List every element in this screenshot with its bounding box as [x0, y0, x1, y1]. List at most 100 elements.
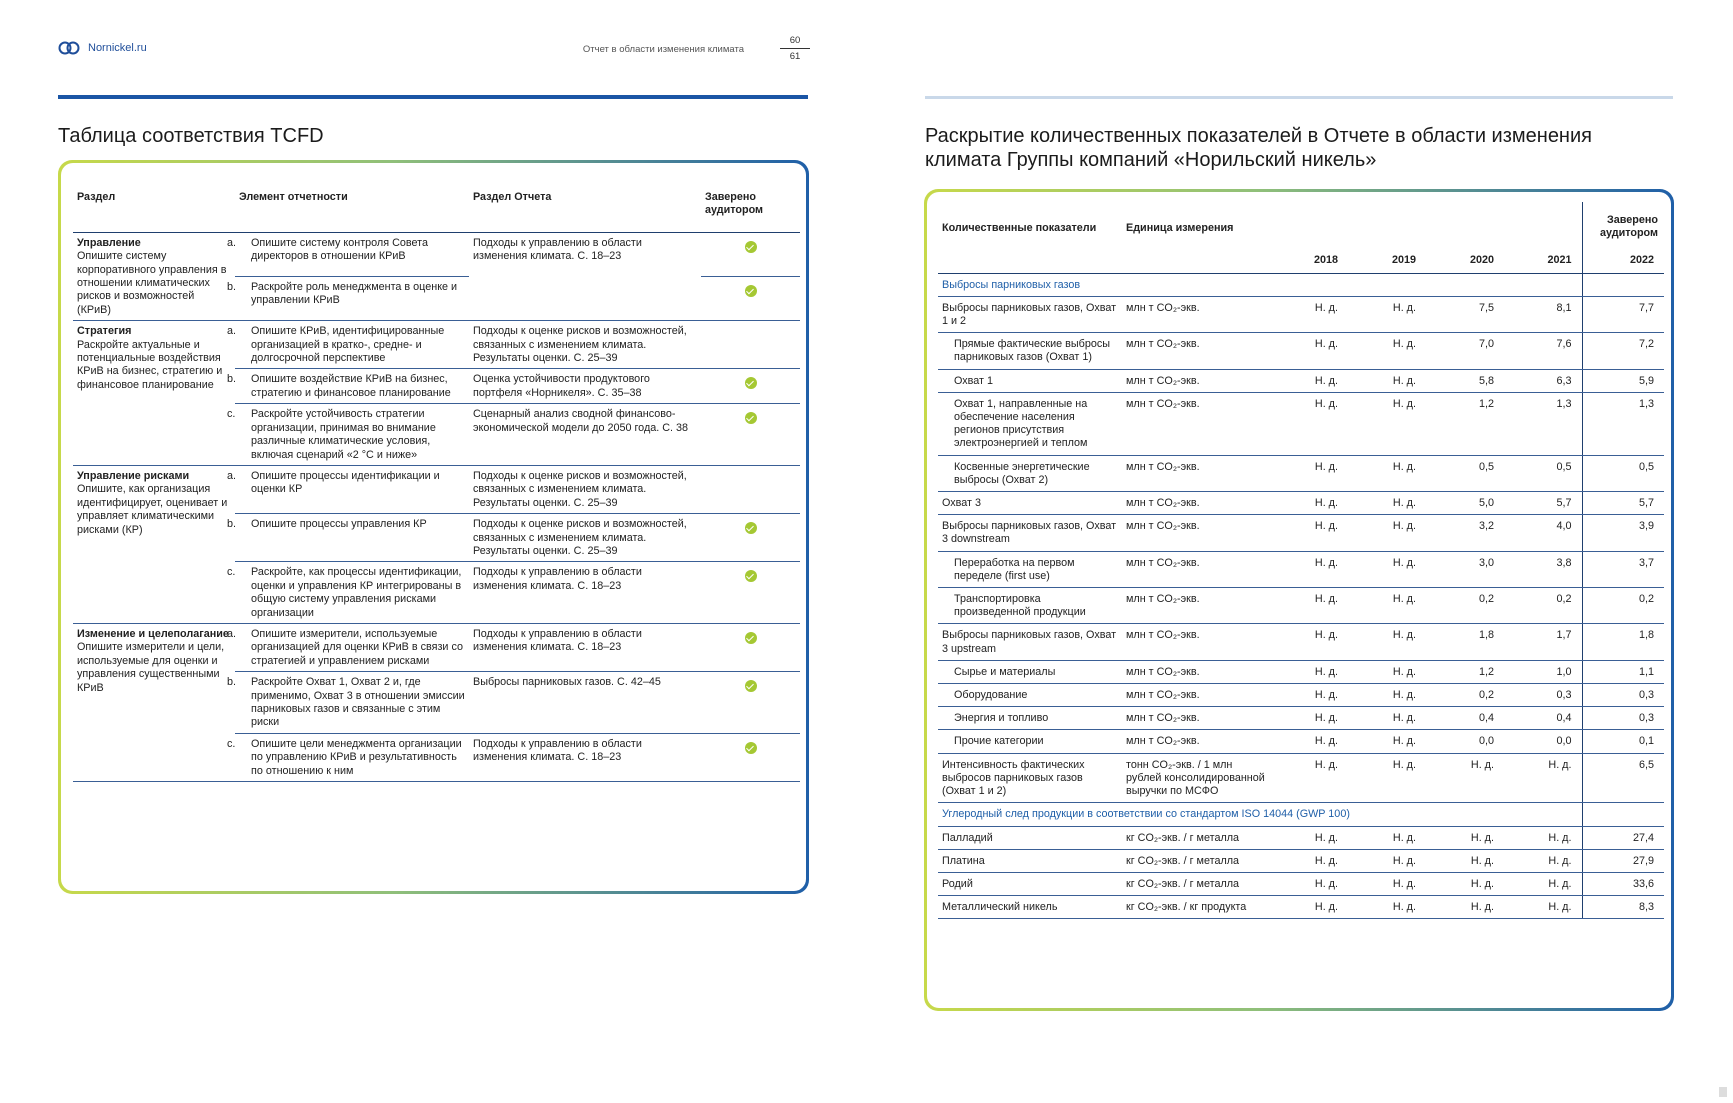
tcfd-row: c. Раскройте, как процессы идентификации,…: [73, 561, 800, 624]
indicator-unit: млн т CO₂-экв.: [1122, 683, 1270, 708]
value-cell: 4,0: [1504, 514, 1582, 552]
indicator-label: Переработка на первом переделе (first us…: [938, 551, 1122, 589]
page-left: 60: [789, 35, 801, 46]
element-letter: a.: [227, 325, 237, 338]
value-cell: 0,0: [1426, 729, 1504, 754]
element-text-wrap: a. Опишите измерители, используемые орган…: [227, 627, 465, 668]
value-cell: Н. д.: [1270, 587, 1348, 625]
element-text-wrap: b. Раскройте роль менеджмента в оценке и …: [227, 281, 465, 308]
report-cell: Подходы к оценке рисков и возможностей, …: [469, 320, 701, 370]
audited-cell: [701, 733, 800, 783]
tcfd-body: Управление Опишите систему корпоративного…: [73, 232, 800, 783]
value-cell: Н. д.: [1348, 587, 1426, 625]
value-cell: 0,2: [1504, 587, 1582, 625]
quant-row: Прямые фактические выбросы парниковых га…: [938, 332, 1664, 370]
value-cell: 0,5: [1426, 455, 1504, 493]
check-icon: [744, 570, 757, 583]
section-name: Управление: [77, 236, 141, 249]
indicator-label: Охват 1, направленные на обеспечение нас…: [938, 392, 1122, 456]
value-cell: Н. д.: [1426, 753, 1504, 804]
indicator-unit: млн т CO₂-экв.: [1122, 455, 1270, 493]
quant-row: Родий кг CO₂-экв. / г металла Н. д. Н. д. Н.…: [938, 872, 1664, 897]
quant-table: Количественные показатели Единица измере…: [938, 202, 1664, 920]
element-text: Опишите процессы идентификации и оценки …: [251, 469, 440, 496]
element-text: Раскройте Охват 1, Охват 2 и, где примен…: [251, 676, 465, 729]
indicator-unit: млн т CO₂-экв.: [1122, 623, 1270, 661]
value-cell: Н. д.: [1270, 872, 1348, 897]
report-cell: Подходы к управлению в области изменения…: [469, 733, 701, 783]
year-2022: 2022: [1581, 248, 1664, 274]
element-text: Опишите цели менеджмента организации по …: [251, 737, 462, 777]
element-letter: b.: [227, 518, 237, 531]
value-cell: 6,3: [1504, 369, 1582, 393]
col-quant-audited: Заверено аудитором: [1581, 202, 1664, 249]
element-letter: c.: [227, 737, 236, 750]
check-icon: [744, 631, 757, 644]
value-cell: Н. д.: [1504, 872, 1582, 897]
element-letter: a.: [227, 627, 237, 640]
col-indicator: Количественные показатели: [942, 222, 1097, 234]
page-divider: [780, 48, 810, 49]
audited-cell: [701, 513, 800, 563]
col-report: Раздел Отчета: [469, 173, 701, 233]
value-cell: Н. д.: [1270, 895, 1348, 920]
indicator-unit: кг CO₂-экв. / кг продукта: [1122, 895, 1270, 920]
element-text: Опишите КРиВ, идентифицированные организ…: [251, 325, 445, 365]
element-cell: c. Раскройте, как процессы идентификации,…: [227, 561, 469, 624]
value-cell: Н. д.: [1426, 849, 1504, 873]
value-cell: Н. д.: [1348, 332, 1426, 370]
element-cell: a. Опишите процессы идентификации и оценк…: [227, 465, 469, 515]
indicator-label: Интенсивность фактических выбросов парни…: [938, 753, 1122, 804]
value-cell: 7,6: [1504, 332, 1582, 370]
indicator-unit: млн т CO₂-экв.: [1122, 296, 1270, 334]
indicator-label: Транспортировка произведенной продукции: [938, 587, 1122, 625]
value-cell: Н. д.: [1270, 849, 1348, 873]
value-cell: 3,7: [1581, 551, 1664, 589]
check-icon: [744, 240, 757, 253]
value-cell: 0,3: [1581, 706, 1664, 731]
value-cell: 0,2: [1426, 587, 1504, 625]
value-cell: 5,7: [1504, 491, 1582, 516]
report-cell: Выбросы парниковых газов. С. 42–45: [469, 671, 701, 734]
quant-section-row: Углеродный след продукции в соответствии…: [938, 802, 1664, 827]
section-name: Стратегия: [77, 325, 132, 338]
indicator-label: Охват 3: [938, 491, 1122, 516]
report-cell: Подходы к оценке рисков и возможностей, …: [469, 513, 701, 563]
value-cell: Н. д.: [1270, 392, 1348, 456]
element-cell: a. Опишите систему контроля Совета директ…: [227, 232, 469, 278]
quant-row: Переработка на первом переделе (first us…: [938, 551, 1664, 589]
left-page-rule: [58, 95, 808, 99]
element-text-wrap: b. Опишите процессы управления КР: [227, 518, 465, 531]
value-cell: 8,1: [1504, 296, 1582, 334]
value-cell: Н. д.: [1348, 623, 1426, 661]
page-numbers: 60 61: [780, 34, 810, 63]
value-cell: Н. д.: [1270, 332, 1348, 370]
element-letter: b.: [227, 281, 237, 294]
brand[interactable]: Nornickel.ru: [58, 40, 147, 56]
year-2020: 2020: [1426, 248, 1504, 274]
audited-cell: [701, 368, 800, 405]
indicator-label: Металлический никель: [938, 895, 1122, 920]
quant-row: Транспортировка произведенной продукции м…: [938, 587, 1664, 625]
value-cell: 5,7: [1581, 491, 1664, 516]
quant-section-title: Углеродный след продукции в соответствии…: [938, 802, 1582, 827]
year-2018: 2018: [1270, 248, 1348, 274]
element-text: Опишите измерители, используемые организ…: [251, 627, 463, 667]
site-link[interactable]: Nornickel.ru: [88, 42, 147, 54]
quant-row: Металлический никель кг CO₂-экв. / кг про…: [938, 895, 1664, 920]
value-cell: 1,7: [1504, 623, 1582, 661]
value-cell: Н. д.: [1270, 753, 1348, 804]
element-text: Опишите процессы управления КР: [251, 518, 427, 531]
element-text: Опишите систему контроля Совета директор…: [251, 236, 428, 263]
tcfd-card: Раздел Элемент отчетности Раздел Отчета …: [58, 160, 809, 894]
audited-cell: [701, 561, 800, 624]
page-corner-marker: [1719, 1087, 1727, 1097]
indicator-label: Оборудование: [938, 683, 1122, 708]
value-cell: Н. д.: [1348, 660, 1426, 685]
value-cell: 3,8: [1504, 551, 1582, 589]
value-cell: 7,2: [1581, 332, 1664, 370]
tcfd-table: Раздел Элемент отчетности Раздел Отчета …: [73, 173, 800, 783]
value-cell: 1,3: [1581, 392, 1664, 456]
value-cell: Н. д.: [1270, 491, 1348, 516]
indicator-unit: млн т CO₂-экв.: [1122, 514, 1270, 552]
